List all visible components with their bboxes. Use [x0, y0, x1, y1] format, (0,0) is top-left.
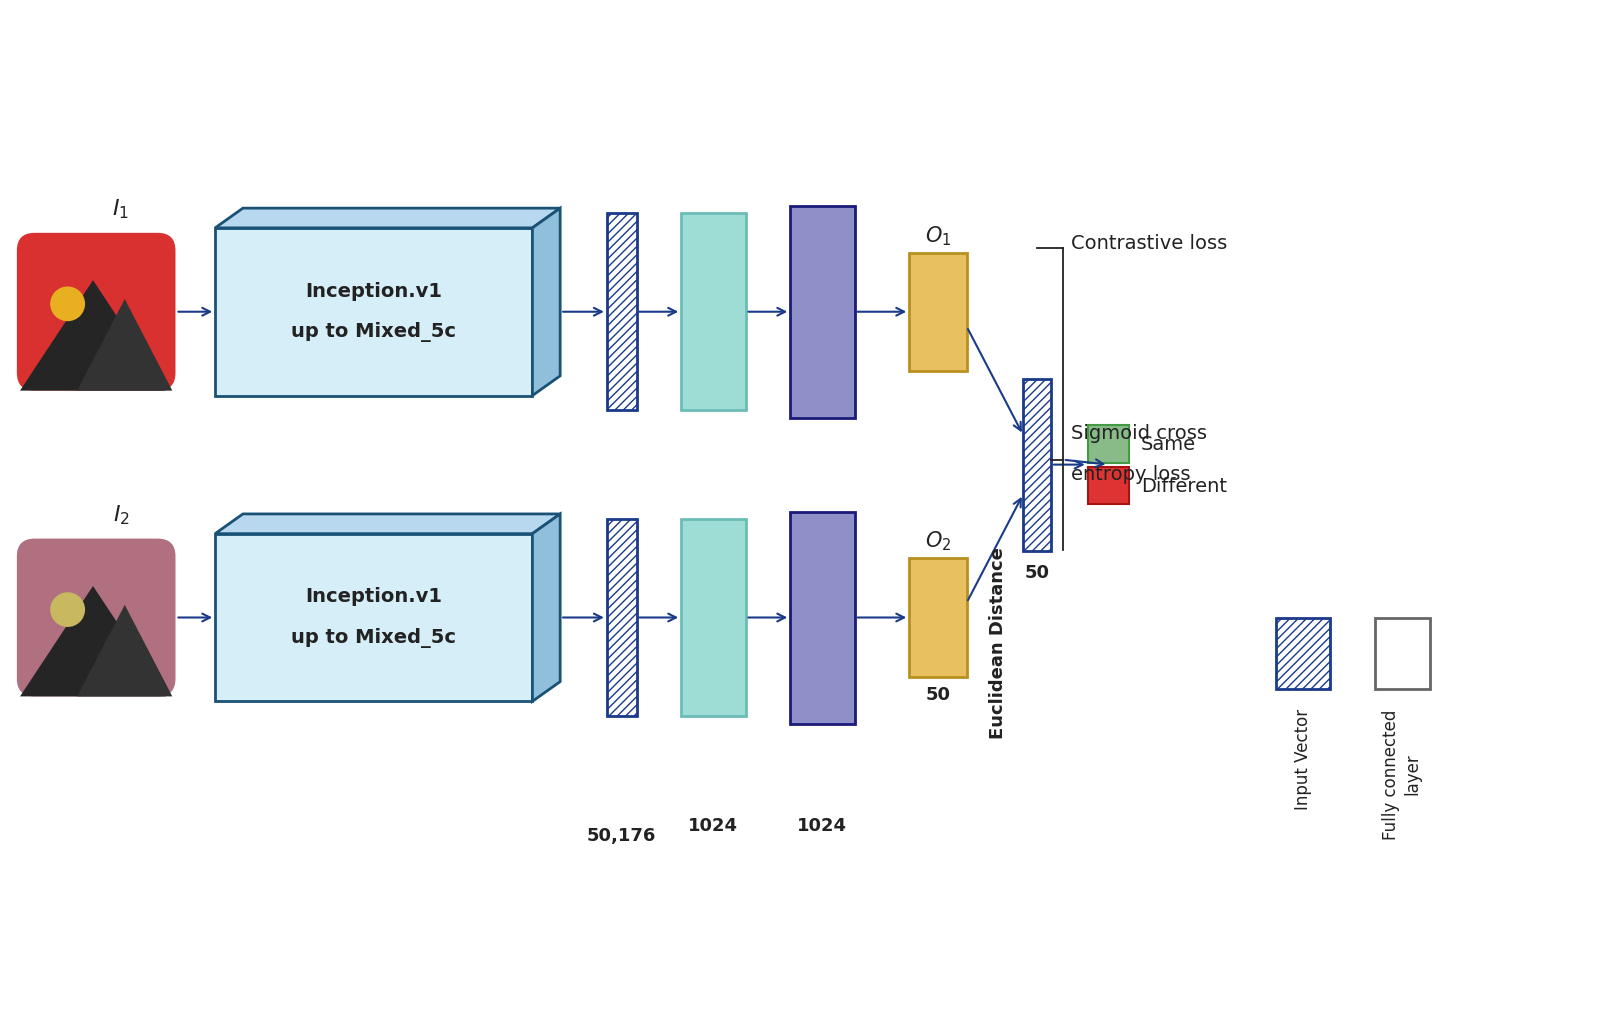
- Text: 50: 50: [1024, 564, 1050, 582]
- Polygon shape: [215, 534, 533, 702]
- Text: 1024: 1024: [688, 816, 737, 834]
- Text: Input Vector: Input Vector: [1294, 708, 1312, 809]
- Text: Contrastive loss: Contrastive loss: [1071, 234, 1226, 253]
- FancyBboxPatch shape: [608, 214, 637, 411]
- FancyBboxPatch shape: [909, 558, 967, 677]
- Polygon shape: [78, 300, 172, 391]
- Circle shape: [50, 593, 86, 628]
- Text: Inception.v1: Inception.v1: [305, 587, 442, 605]
- FancyBboxPatch shape: [1024, 379, 1051, 552]
- Text: Same: Same: [1140, 435, 1196, 453]
- FancyBboxPatch shape: [791, 513, 855, 725]
- Text: Fully connected
layer: Fully connected layer: [1382, 708, 1421, 839]
- FancyBboxPatch shape: [909, 254, 967, 372]
- FancyBboxPatch shape: [1087, 426, 1129, 464]
- Text: entropy loss: entropy loss: [1071, 465, 1191, 484]
- Text: Different: Different: [1140, 476, 1226, 495]
- Text: 50,176: 50,176: [586, 825, 656, 844]
- FancyBboxPatch shape: [1277, 618, 1330, 689]
- Polygon shape: [78, 605, 172, 697]
- FancyBboxPatch shape: [1087, 467, 1129, 504]
- Polygon shape: [533, 515, 561, 702]
- Text: up to Mixed_5c: up to Mixed_5c: [292, 628, 457, 648]
- Text: Euclidean Distance: Euclidean Distance: [990, 546, 1008, 739]
- FancyBboxPatch shape: [16, 539, 175, 697]
- Polygon shape: [215, 228, 533, 396]
- Text: up to Mixed_5c: up to Mixed_5c: [292, 322, 457, 342]
- FancyBboxPatch shape: [1375, 618, 1429, 689]
- FancyBboxPatch shape: [608, 520, 637, 716]
- Text: $O_1$: $O_1$: [925, 224, 951, 248]
- Text: Inception.v1: Inception.v1: [305, 281, 442, 301]
- Polygon shape: [215, 515, 561, 534]
- Text: 1024: 1024: [797, 816, 847, 834]
- Text: 50: 50: [925, 686, 951, 704]
- Polygon shape: [533, 209, 561, 396]
- FancyBboxPatch shape: [680, 520, 745, 716]
- Text: $I_1$: $I_1$: [112, 197, 130, 221]
- Text: Sigmoid cross: Sigmoid cross: [1071, 423, 1207, 442]
- Polygon shape: [19, 281, 165, 391]
- FancyBboxPatch shape: [680, 214, 745, 411]
- Text: $I_2$: $I_2$: [112, 502, 130, 526]
- Polygon shape: [19, 586, 165, 697]
- FancyBboxPatch shape: [791, 207, 855, 419]
- FancyBboxPatch shape: [16, 233, 175, 391]
- Polygon shape: [215, 209, 561, 228]
- Text: $O_2$: $O_2$: [925, 529, 951, 553]
- Circle shape: [50, 287, 86, 322]
